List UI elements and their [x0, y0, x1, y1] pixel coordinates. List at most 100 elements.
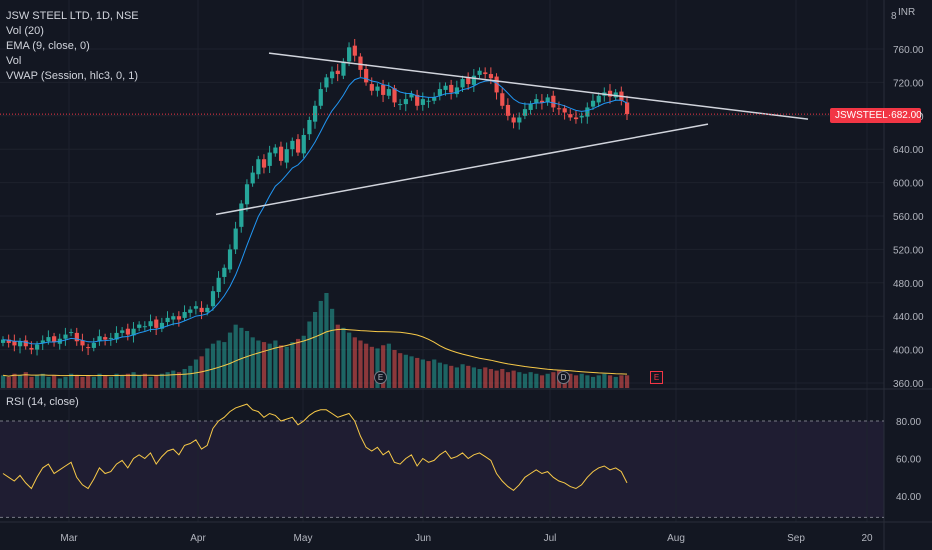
volume-bar: [381, 345, 386, 388]
candle-body: [165, 317, 170, 323]
time-tick-label: Jul: [544, 533, 557, 544]
volume-bar: [290, 342, 295, 388]
candle-body: [176, 316, 182, 320]
volume-bar: [466, 365, 471, 388]
volume-bar: [307, 321, 312, 388]
candle-body: [505, 104, 511, 116]
price-tick-label: 640.00: [893, 145, 924, 156]
candle-body: [301, 135, 306, 154]
candle-body: [579, 115, 584, 118]
candle-body: [199, 307, 204, 313]
candle-body: [585, 107, 590, 117]
time-tick-label: Jun: [415, 533, 431, 544]
upcoming-earnings-icon[interactable]: E: [650, 371, 663, 384]
ema-line: [2, 77, 628, 345]
volume-bar: [364, 343, 369, 388]
candle-body: [517, 117, 522, 123]
volume-bar: [103, 375, 108, 388]
candle-body: [12, 341, 17, 346]
price-tick-label: 520.00: [893, 245, 924, 256]
volume-bar: [250, 337, 255, 388]
candle-body: [1, 339, 6, 343]
legend-symbol[interactable]: JSW STEEL LTD, 1D, NSE: [6, 10, 139, 22]
volume-bar: [301, 335, 306, 388]
volume-bar: [148, 376, 153, 388]
candle-body: [324, 77, 329, 88]
candle-body: [398, 104, 403, 106]
volume-bar: [545, 373, 550, 388]
volume-bar: [210, 343, 216, 388]
volume-bar: [522, 373, 528, 388]
candle-body: [154, 319, 159, 328]
candle-body: [534, 99, 539, 104]
volume-bar: [182, 369, 187, 388]
candle-body: [159, 322, 165, 329]
candle-body: [35, 344, 40, 350]
candle-body: [539, 100, 545, 103]
dividend-event-icon[interactable]: D: [557, 371, 570, 384]
candle-body: [108, 337, 113, 339]
volume-bar: [40, 373, 45, 388]
volume-bar: [573, 375, 579, 388]
volume-bar: [443, 364, 448, 388]
candle-body: [114, 332, 119, 340]
volume-bar: [585, 375, 590, 388]
volume-bar: [176, 372, 182, 388]
volume-bar: [52, 375, 57, 388]
volume-bar: [420, 359, 425, 388]
candle-body: [239, 203, 244, 227]
legend-vwap[interactable]: VWAP (Session, hlc3, 0, 1): [6, 70, 139, 82]
candle-body: [233, 228, 238, 250]
legend-ema[interactable]: EMA (9, close, 0): [6, 40, 90, 52]
candle-body: [142, 326, 148, 328]
volume-bar: [579, 373, 584, 388]
candle-body: [18, 341, 23, 347]
volume-bar: [295, 338, 301, 388]
volume-bar: [57, 378, 62, 388]
candle-body: [69, 332, 74, 334]
candle-body: [227, 249, 233, 270]
time-tick-label: Aug: [667, 533, 685, 544]
candle-body: [205, 307, 210, 313]
candle-body: [250, 172, 255, 184]
volume-ma-line: [2, 328, 628, 377]
candle-body: [284, 149, 289, 163]
candle-body: [148, 321, 153, 327]
volume-bar: [171, 370, 176, 388]
candle-body: [449, 84, 454, 93]
rsi-legend[interactable]: RSI (14, close): [6, 396, 79, 408]
volume-bar: [18, 375, 23, 388]
currency-prefix: 8: [891, 11, 897, 22]
volume-bar: [74, 375, 79, 388]
rsi-line: [2, 403, 628, 492]
candle-body: [432, 97, 437, 101]
candle-body: [522, 109, 528, 116]
volume-bar: [23, 372, 28, 388]
time-tick-label: May: [294, 533, 313, 544]
candle-body: [607, 90, 613, 97]
volume-bar: [244, 331, 250, 388]
candle-body: [261, 159, 267, 168]
earnings-event-icon[interactable]: E: [374, 371, 387, 384]
volume-bar: [613, 376, 618, 388]
candle-body: [80, 340, 85, 346]
legend-vol2[interactable]: Vol: [6, 55, 22, 67]
volume-bar: [330, 308, 335, 388]
candle-body: [23, 340, 28, 347]
candle-body: [545, 97, 550, 103]
price-label-value: 682.00: [891, 110, 922, 121]
legend-vol[interactable]: Vol (20): [6, 25, 44, 37]
volume-bar: [511, 370, 516, 388]
price-tick-label: 440.00: [893, 312, 924, 323]
volume-bar: [483, 367, 488, 388]
volume-bar: [318, 300, 323, 388]
volume-bar: [125, 373, 130, 388]
currency-label[interactable]: INR: [898, 7, 916, 18]
rsi-tick-label: 80.00: [896, 417, 921, 428]
volume-bar: [29, 376, 34, 388]
candle-body: [352, 45, 357, 56]
candle-body: [625, 102, 630, 115]
volume-bar: [80, 376, 85, 388]
